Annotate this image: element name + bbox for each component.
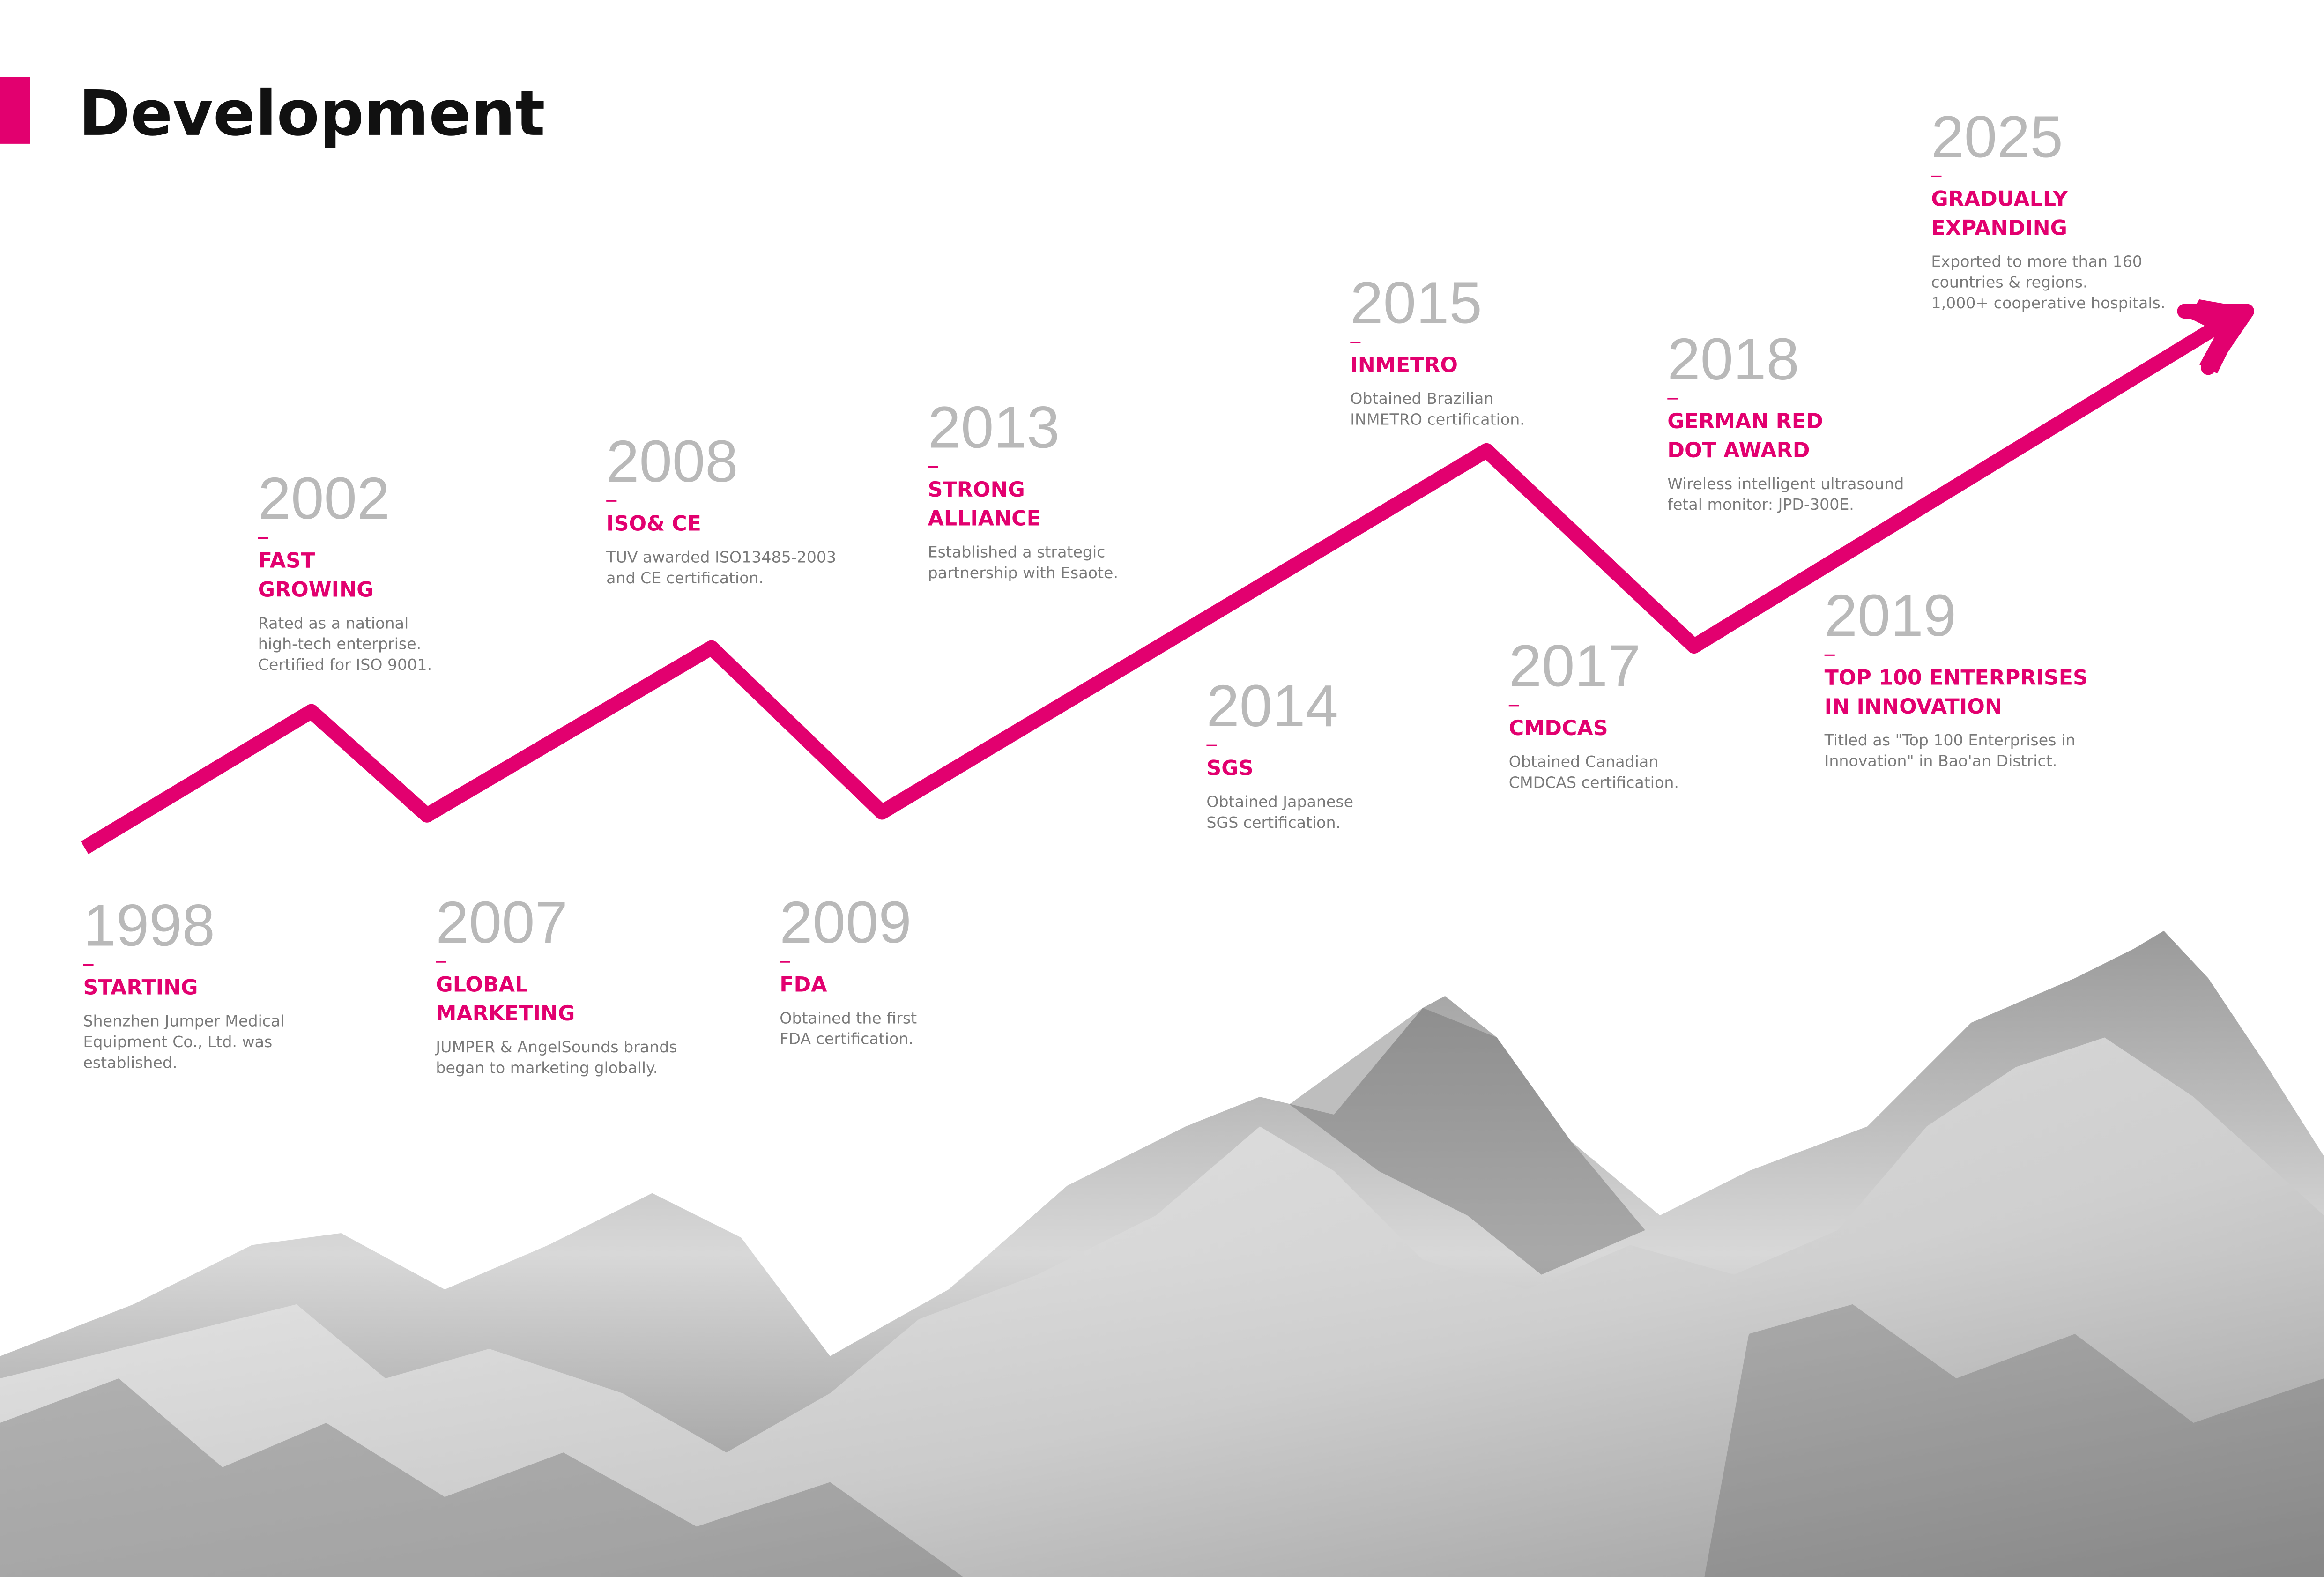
- event: 2015 INMETRO Obtained Brazilian INMETRO cer…: [1350, 269, 1525, 428]
- event: 2007 GLOBAL MARKETING JUMPER & AngelSounds …: [435, 889, 677, 1077]
- event-heading: MARKETING: [436, 1002, 575, 1026]
- event: 2018 GERMAN RED DOT AWARD Wireless intellig…: [1667, 326, 1904, 513]
- event-description: Established a strategic: [928, 543, 1106, 561]
- event-description: established.: [83, 1053, 177, 1071]
- title-accent: [0, 77, 30, 144]
- event-heading: FDA: [780, 973, 827, 997]
- event-description: Certified for ISO 9001.: [258, 655, 432, 674]
- mountain-front: [0, 1037, 2324, 1577]
- event-year: 2008: [606, 428, 738, 494]
- event-year: 2017: [1509, 632, 1641, 699]
- event-description: began to marketing globally.: [436, 1058, 658, 1077]
- event-description: INMETRO certification.: [1350, 410, 1525, 428]
- event-heading: SGS: [1206, 757, 1253, 781]
- mountains: [0, 930, 2324, 1577]
- event-year: 2013: [928, 394, 1060, 460]
- event-heading: GROWING: [258, 578, 374, 602]
- event-heading: INMETRO: [1350, 353, 1458, 377]
- event-description: Exported to more than 160: [1931, 252, 2142, 270]
- event-heading: EXPANDING: [1931, 216, 2067, 240]
- event-heading: DOT AWARD: [1667, 439, 1810, 462]
- growth-arrowhead-stroke: [2177, 304, 2255, 375]
- event-description: JUMPER & AngelSounds brands: [435, 1038, 677, 1056]
- event-description: 1,000+ cooperative hospitals.: [1931, 294, 2165, 312]
- event-year: 2002: [258, 465, 390, 531]
- events: 1998 STARTING Shenzhen Jumper Medical Equip…: [83, 103, 2165, 1077]
- event-description: TUV awarded ISO13485-2003: [606, 548, 836, 566]
- event: 2009 FDA Obtained the first FDA certificati…: [780, 889, 917, 1048]
- event-description: Equipment Co., Ltd. was: [83, 1033, 272, 1051]
- event-description: CMDCAS certification.: [1509, 773, 1679, 791]
- event-description: and CE certification.: [606, 569, 764, 587]
- event-description: FDA certification.: [780, 1030, 913, 1048]
- event-heading: STRONG: [928, 478, 1025, 502]
- growth-line: [81, 317, 2227, 855]
- event: 1998 STARTING Shenzhen Jumper Medical Equip…: [83, 892, 284, 1071]
- event-year: 2015: [1350, 269, 1482, 336]
- event-description: countries & regions.: [1931, 273, 2087, 291]
- event-description: Rated as a national: [258, 614, 408, 632]
- event-description: fetal monitor: JPD-300E.: [1667, 495, 1854, 513]
- event-heading: GRADUALLY: [1931, 187, 2068, 211]
- event-description: partnership with Esaote.: [928, 564, 1118, 582]
- event-description: Obtained Canadian: [1509, 752, 1659, 771]
- event-year: 1998: [83, 892, 215, 958]
- event-heading: GERMAN RED: [1667, 409, 1823, 433]
- event: 2017 CMDCAS Obtained Canadian CMDCAS certif…: [1509, 632, 1679, 792]
- event-description: Obtained the first: [780, 1009, 917, 1027]
- event-description: Titled as "Top 100 Enterprises in: [1824, 731, 2076, 749]
- event-heading: GLOBAL: [436, 973, 528, 997]
- event-year: 2014: [1206, 672, 1338, 739]
- event-heading: ISO& CE: [606, 512, 701, 536]
- mountain-shadow: [1289, 1008, 1645, 1275]
- event: 2019 TOP 100 ENTERPRISES IN INNOVATION Titl…: [1824, 582, 2088, 770]
- event-description: Obtained Japanese: [1206, 793, 1353, 811]
- page-title: Development: [79, 78, 545, 150]
- event: 2025 GRADUALLY EXPANDING Exported to more t…: [1931, 103, 2165, 312]
- event-description: Shenzhen Jumper Medical: [83, 1012, 284, 1030]
- event: 2013 STRONG ALLIANCE Established a strategi…: [928, 394, 1118, 581]
- event-year: 2025: [1931, 103, 2063, 170]
- event: 2002 FAST GROWING Rated as a national high-t…: [258, 465, 432, 674]
- event-heading: CMDCAS: [1509, 716, 1608, 740]
- mountain-shadow: [1704, 1304, 2324, 1577]
- event: 2008 ISO& CE TUV awarded ISO13485-2003 and …: [606, 428, 836, 587]
- mountain-shadow: [0, 1378, 964, 1577]
- event-description: Innovation" in Bao'an District.: [1825, 752, 2057, 770]
- event-description: SGS certification.: [1206, 813, 1341, 832]
- event-description: high-tech enterprise.: [258, 635, 421, 653]
- event-year: 2018: [1667, 326, 1799, 392]
- event-heading: TOP 100 ENTERPRISES: [1825, 666, 2088, 690]
- event-year: 2009: [780, 889, 911, 955]
- event-heading: IN INNOVATION: [1825, 695, 2002, 719]
- event-year: 2019: [1825, 582, 1956, 648]
- event-description: Obtained Brazilian: [1350, 389, 1493, 408]
- event-year: 2007: [436, 889, 567, 955]
- event-heading: STARTING: [83, 976, 198, 1000]
- event: 2014 SGS Obtained Japanese SGS certificatio…: [1206, 672, 1353, 832]
- event-description: Wireless intelligent ultrasound: [1667, 475, 1904, 493]
- event-heading: FAST: [258, 549, 315, 573]
- event-heading: ALLIANCE: [928, 506, 1041, 530]
